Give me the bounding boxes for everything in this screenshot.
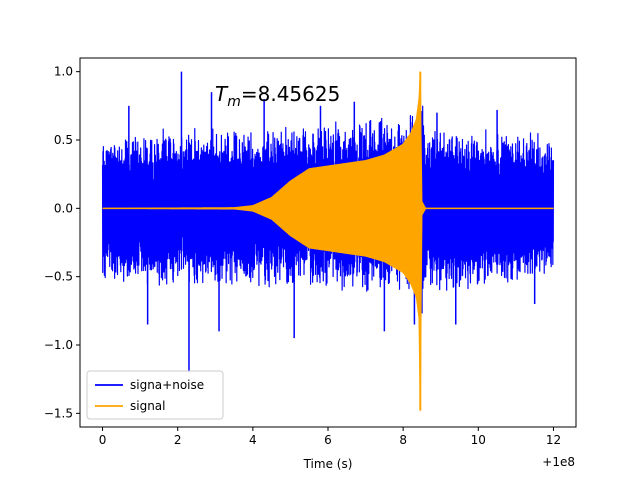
merger-time-annotation: Tm=8.45625 — [215, 82, 340, 110]
y-tick-label: 1.0 — [54, 65, 73, 79]
x-offset-label: +1e8 — [542, 455, 575, 469]
y-tick-label: 0.0 — [54, 201, 73, 215]
x-tick-label: 8 — [399, 433, 407, 447]
y-tick-label: −0.5 — [44, 270, 73, 284]
y-tick-label: −1.0 — [44, 338, 73, 352]
x-tick-label: 0 — [99, 433, 107, 447]
signal-series-layer — [102, 71, 554, 411]
noise-series-line — [101, 105, 555, 314]
legend-entry: signal — [130, 399, 166, 413]
annotation-value: =8.45625 — [241, 82, 340, 106]
x-tick-label: 2 — [174, 433, 182, 447]
annotation-subscript: m — [227, 94, 241, 110]
legend-entry: signa+noise — [130, 378, 204, 392]
x-tick-label: 12 — [546, 433, 561, 447]
x-tick-label: 10 — [471, 433, 486, 447]
x-tick-label: 6 — [324, 433, 332, 447]
legend: signa+noise signal — [86, 370, 224, 420]
axes: 0 2 4 6 8 10 12 −1.5 −1.0 −0.5 0.0 0.5 1.0 — [44, 57, 577, 447]
y-tick-label: 0.5 — [54, 133, 73, 147]
annotation-prefix: T — [215, 82, 229, 106]
x-axis-label: Time (s) — [303, 457, 353, 471]
legend-box — [86, 370, 224, 420]
y-tick-label: −1.5 — [44, 406, 73, 420]
signal-envelope — [102, 71, 554, 411]
x-tick-label: 4 — [249, 433, 257, 447]
